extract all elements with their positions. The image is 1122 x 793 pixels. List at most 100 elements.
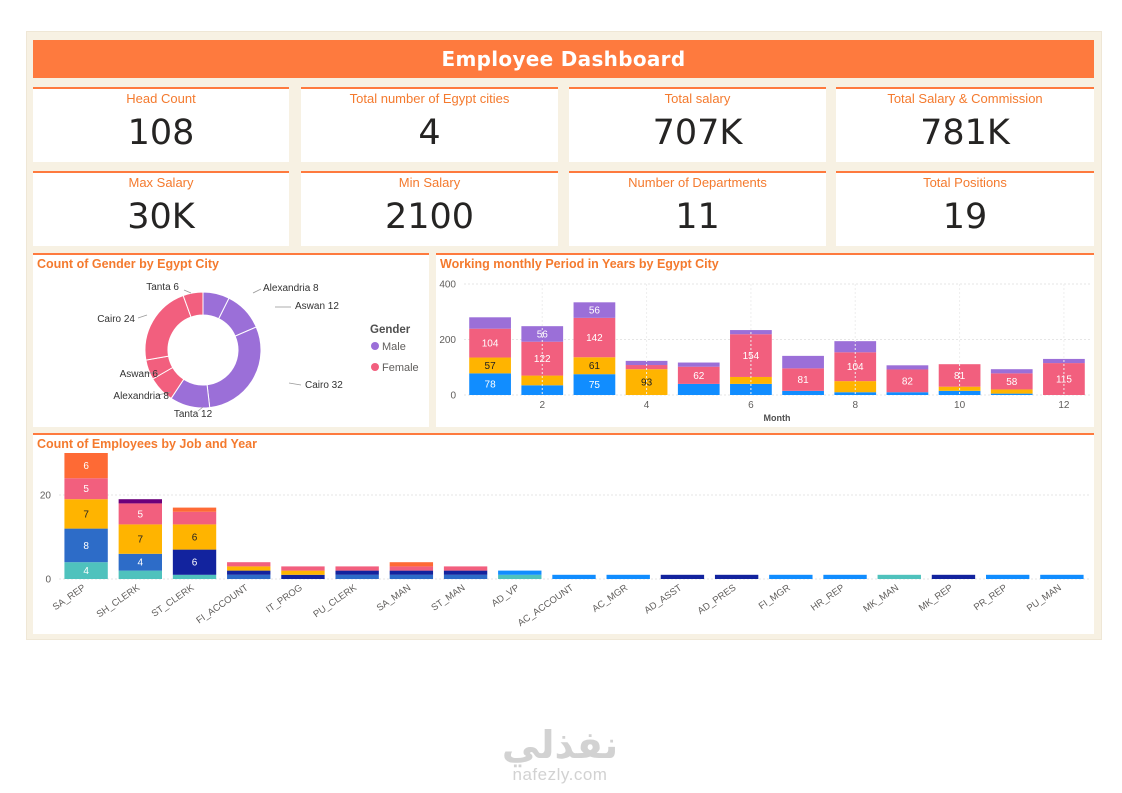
bar-segment [625,360,668,366]
bar-data-label: 122 [534,354,551,365]
kpi-card-head-count[interactable]: Head Count 108 [33,87,289,162]
bar-segment [335,566,379,571]
bar-segment [64,528,108,563]
watermark-arabic: نفذلي [501,723,619,767]
kpi-value: 108 [127,113,195,153]
bar-segment [64,562,108,579]
bar-data-label: 56 [589,306,601,317]
kpi-card-positions[interactable]: Total Positions 19 [836,171,1094,246]
kpi-card-salary-commission[interactable]: Total Salary & Commission 781K [836,87,1094,162]
x-tick-label: MK_MAN [861,582,901,614]
legend-male-label[interactable]: Male [382,341,406,353]
bar-data-label: 61 [589,361,601,372]
x-tick-label: 8 [852,400,858,411]
y-tick-label: 200 [439,335,456,346]
watermark-latin: nafezly.com [512,765,608,784]
bar-segment [823,574,867,579]
bar-segment [469,373,511,395]
chart-title: Count of Employees by Job and Year [37,437,257,451]
slice-leader-line [157,391,172,396]
bar-segment [281,566,325,571]
bar-segment [389,574,434,579]
chart-title: Working monthly Period in Years by Egypt… [440,257,719,271]
bar-segment [172,549,217,575]
bar-segment [172,507,217,512]
slice-leader-line [183,289,192,294]
slice-leader-line [137,314,148,319]
x-tick-label: FI_MGR [757,582,793,612]
bar-segment [64,499,108,529]
kpi-value: 30K [127,197,195,237]
slice-leader-line [197,406,204,412]
working-period-panel[interactable]: Working monthly Period in Years by Egypt… [436,253,1094,427]
kpi-card-total-salary[interactable]: Total salary 707K [569,87,826,162]
x-tick-label: AD_VP [490,582,522,609]
bar-data-label: 82 [902,376,914,387]
kpi-value: 11 [675,197,720,237]
kpi-card-egypt-cities[interactable]: Total number of Egypt cities 4 [301,87,558,162]
slice-data-label: Cairo 32 [305,380,343,391]
bar-segment [281,574,325,579]
bar-segment [118,499,162,504]
x-tick-label: 12 [1058,400,1070,411]
bar-segment [443,566,488,571]
bar-segment [521,385,564,395]
bar-segment [118,503,162,525]
bar-data-label: 4 [83,566,89,577]
employees-by-job-chart[interactable]: 0 20 4 8 7 5 6 4 7 5 6 6 SA_REP SH_CLERK ST_CLERKFI_AC… [33,435,1094,634]
bar-segment [172,511,217,525]
x-tick-label: AC_MGR [590,582,630,614]
kpi-value: 19 [942,197,988,237]
bar-segment [877,574,921,579]
donut-slice [144,294,192,361]
slice-data-label: Tanta 12 [174,409,213,420]
bar-segment [677,383,720,395]
bar-segment [469,317,511,329]
bar-segment [552,574,596,579]
kpi-value: 707K [652,113,743,153]
x-tick-label: AC_ACCOUNT [516,582,576,629]
x-tick-label: SA_REP [51,582,88,613]
legend-female-label[interactable]: Female [382,362,419,374]
bar-segment [172,524,217,550]
kpi-value: 781K [920,113,1010,153]
dashboard-title: Employee Dashboard [33,40,1094,78]
bar-segment [389,562,434,567]
x-tick-label: HR_REP [809,582,847,613]
bar-segment [335,570,379,575]
employees-by-job-panel[interactable]: Count of Employees by Job and Year 0 20 4 8… [33,433,1094,634]
x-tick-label: SH_CLERK [95,582,143,620]
kpi-card-min-salary[interactable]: Min Salary 2100 [301,171,558,246]
x-tick-label: MK_REP [917,582,955,613]
bar-data-label: 7 [83,509,89,520]
legend-title: Gender [370,324,411,336]
x-tick-label: 4 [644,400,650,411]
gender-by-city-panel[interactable]: Count of Gender by Egypt City Alexandria… [33,253,429,427]
bar-segment [281,570,325,575]
bar-segment [227,570,271,575]
kpi-label: Total Positions [923,175,1007,190]
kpi-value: 4 [418,113,441,153]
bar-segment [990,393,1033,395]
bar-data-label: 6 [192,533,198,544]
x-tick-label: FI_ACCOUNT [194,582,250,626]
bar-segment [335,574,379,579]
kpi-label: Total Salary & Commission [887,91,1043,106]
donut-slice [182,291,204,318]
legend-male-swatch [371,342,379,350]
y-tick-label: 0 [45,575,51,586]
bar-segment [227,566,271,571]
bar-segment [172,574,217,579]
working-period-chart[interactable]: 0200400785710412256756114256936215481104… [436,255,1094,427]
bar-segment [990,373,1033,390]
x-tick-label: ST_MAN [429,582,467,613]
gender-donut-chart[interactable]: Alexandria 8 Aswan 12 Cairo 32 Tanta 12 Alex… [33,255,429,427]
bar-segment [64,453,108,479]
x-tick-label: PU_MAN [1025,582,1064,614]
bar-segment [389,570,434,575]
kpi-card-departments[interactable]: Number of Departments 11 [569,171,826,246]
bar-segment [782,390,824,395]
kpi-card-max-salary[interactable]: Max Salary 30K [33,171,289,246]
bar-data-label: 57 [485,361,497,372]
slice-data-label: Alexandria 8 [263,283,319,294]
